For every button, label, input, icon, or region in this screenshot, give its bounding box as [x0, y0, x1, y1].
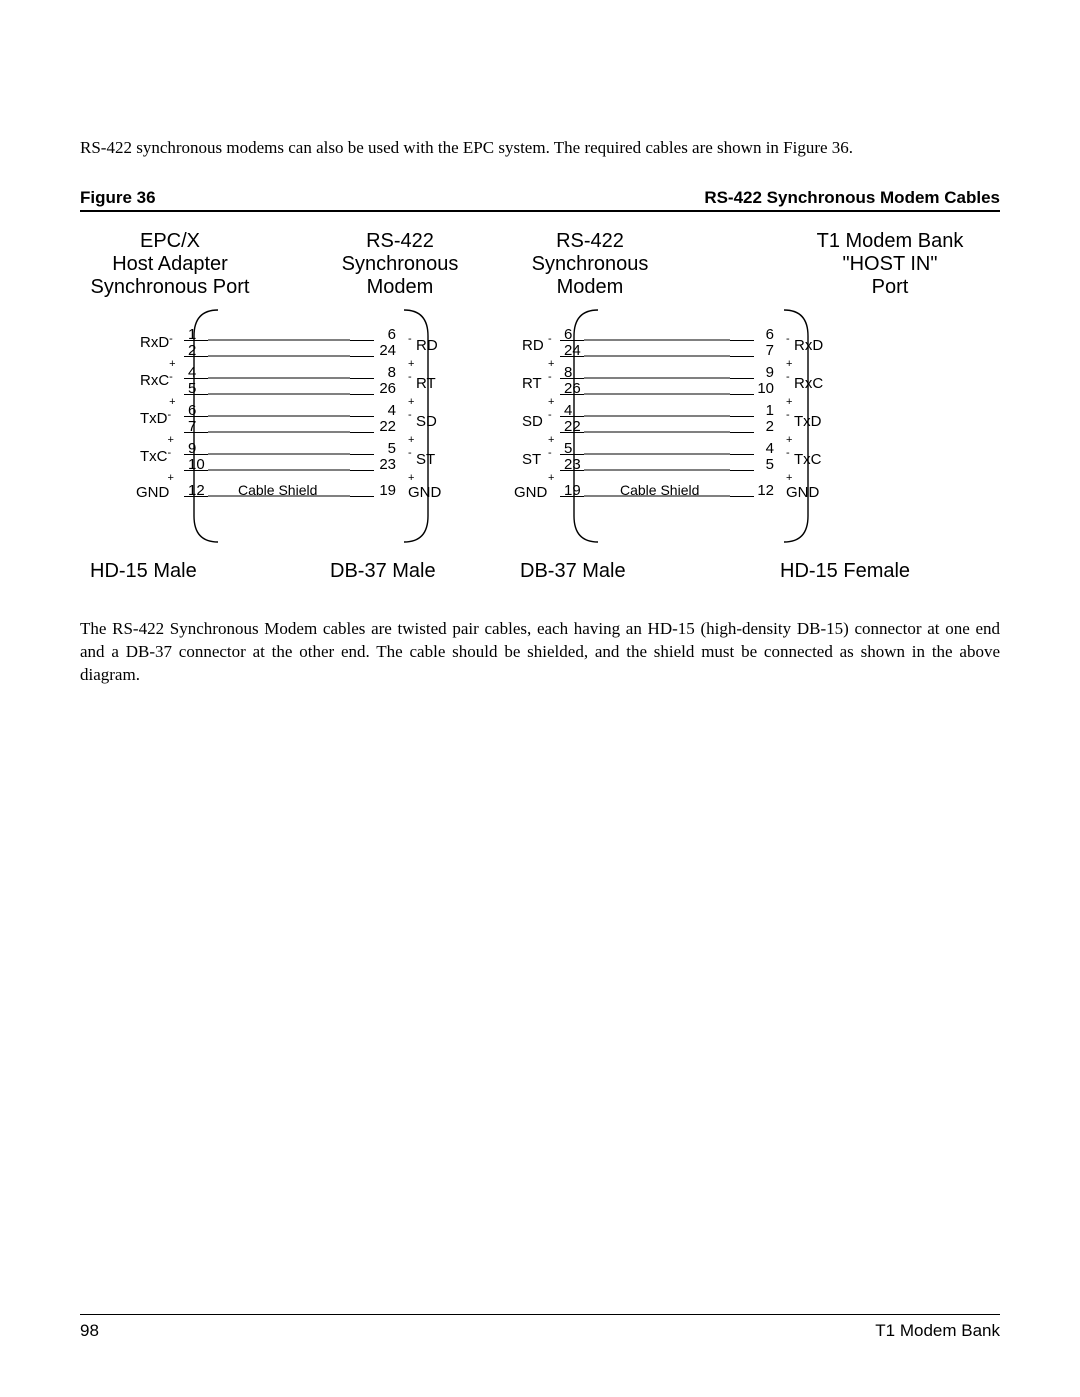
- page-footer: 98 T1 Modem Bank: [80, 1314, 1000, 1341]
- intro-paragraph: RS-422 synchronous modems can also be us…: [80, 137, 1000, 160]
- connector-label: DB-37 Male: [520, 560, 626, 583]
- document-page: RS-422 synchronous modems can also be us…: [0, 0, 1080, 1397]
- device-title-modem-left: RS-422SynchronousModem: [330, 230, 470, 299]
- figure-label: Figure 36: [80, 188, 156, 208]
- connector-label: HD-15 Male: [90, 560, 197, 583]
- body-paragraph: The RS-422 Synchronous Modem cables are …: [80, 618, 1000, 687]
- connector-label: HD-15 Female: [780, 560, 910, 583]
- cable-shield-label: Cable Shield: [620, 482, 699, 498]
- device-title-modem-right: RS-422SynchronousModem: [520, 230, 660, 299]
- cable-diagram: EPC/XHost AdapterSynchronous Port RS-422…: [80, 230, 1000, 600]
- figure-title: RS-422 Synchronous Modem Cables: [704, 188, 1000, 208]
- cable-shield-label: Cable Shield: [238, 482, 317, 498]
- device-title-host: EPC/XHost AdapterSynchronous Port: [70, 230, 270, 299]
- footer-doc-title: T1 Modem Bank: [875, 1321, 1000, 1341]
- connector-label: DB-37 Male: [330, 560, 436, 583]
- page-number: 98: [80, 1321, 99, 1341]
- device-title-bank: T1 Modem Bank"HOST IN"Port: [800, 230, 980, 299]
- figure-header: Figure 36 RS-422 Synchronous Modem Cable…: [80, 188, 1000, 212]
